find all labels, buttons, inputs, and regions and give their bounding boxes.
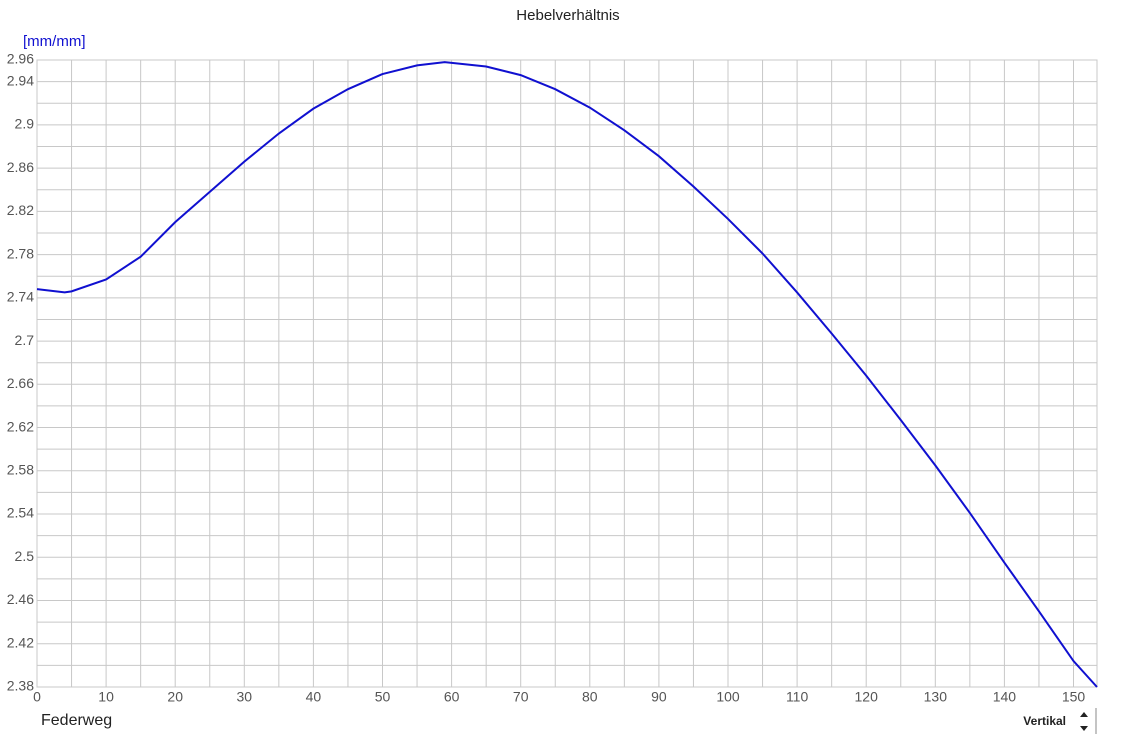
y-tick-label: 2.62 bbox=[7, 418, 34, 434]
plot-border bbox=[36, 59, 1098, 688]
x-tick-label: 90 bbox=[651, 689, 667, 705]
data-line bbox=[36, 61, 1098, 688]
x-tick-label: 80 bbox=[582, 689, 598, 705]
y-tick-label: 2.66 bbox=[7, 375, 34, 391]
x-tick-label: 120 bbox=[855, 689, 879, 705]
y-tick-label: 2.74 bbox=[7, 289, 34, 305]
spin-up[interactable] bbox=[1080, 712, 1088, 717]
x-axis-label: Federweg bbox=[41, 712, 112, 729]
y-tick-label: 2.96 bbox=[7, 51, 34, 67]
x-tick-label: 130 bbox=[924, 689, 948, 705]
spin-down[interactable] bbox=[1080, 726, 1088, 731]
x-tick-label: 140 bbox=[993, 689, 1017, 705]
x-tick-label: 10 bbox=[98, 689, 114, 705]
x-tick-label: 0 bbox=[33, 689, 41, 705]
y-tick-label: 2.82 bbox=[7, 202, 34, 218]
y-tick-label: 2.94 bbox=[7, 72, 34, 88]
x-tick-label: 30 bbox=[237, 689, 253, 705]
y-tick-label: 2.58 bbox=[7, 461, 34, 477]
y-tick-label: 2.38 bbox=[7, 678, 34, 694]
y-axis-label: [mm/mm] bbox=[23, 33, 85, 50]
y-tick-label: 2.86 bbox=[7, 159, 34, 175]
x-tick-label: 150 bbox=[1062, 689, 1086, 705]
chart-title: Hebelverhältnis bbox=[516, 7, 619, 24]
y-tick-label: 2.78 bbox=[7, 245, 34, 261]
x-tick-label: 50 bbox=[375, 689, 391, 705]
x-tick-label: 60 bbox=[444, 689, 460, 705]
x-tick-label: 110 bbox=[786, 689, 809, 705]
y-tick-label: 2.54 bbox=[7, 505, 34, 521]
x-tick-label: 40 bbox=[306, 689, 322, 705]
y-tick-label: 2.5 bbox=[15, 548, 35, 564]
x-tick-label: 100 bbox=[716, 689, 740, 705]
y-tick-label: 2.9 bbox=[15, 116, 35, 132]
x-tick-label: 20 bbox=[167, 689, 183, 705]
y-tick-label: 2.7 bbox=[15, 332, 35, 348]
y-tick-label: 2.46 bbox=[7, 591, 34, 607]
y-tick-label: 2.42 bbox=[7, 634, 34, 650]
x-tick-label: 70 bbox=[513, 689, 529, 705]
mode-selector[interactable]: Vertikal bbox=[1023, 714, 1066, 728]
